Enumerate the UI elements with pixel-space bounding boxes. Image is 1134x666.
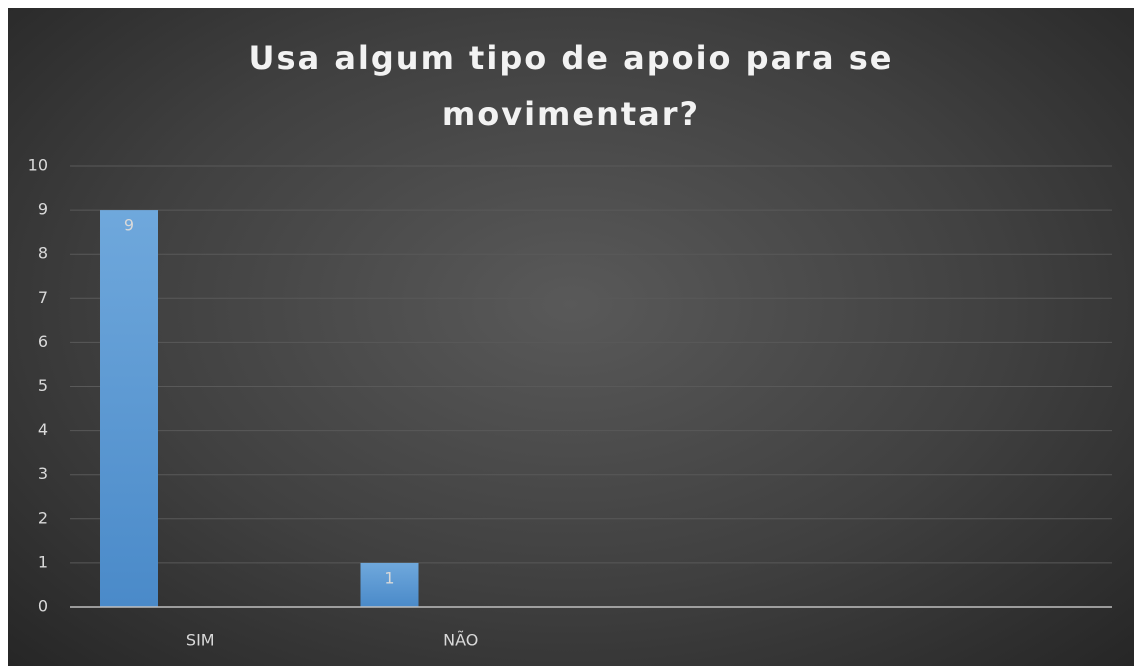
y-tick-label: 3 bbox=[38, 464, 48, 483]
y-tick-label: 4 bbox=[38, 420, 48, 439]
data-label: 1 bbox=[384, 568, 394, 587]
y-tick-label: 5 bbox=[38, 376, 48, 395]
x-tick-label: NÃO bbox=[443, 631, 478, 650]
y-tick-label: 7 bbox=[38, 288, 48, 307]
data-label: 9 bbox=[124, 216, 134, 235]
y-tick-label: 9 bbox=[38, 200, 48, 219]
y-tick-label: 2 bbox=[38, 508, 48, 527]
y-tick-label: 8 bbox=[38, 244, 48, 263]
y-tick-label: 6 bbox=[38, 332, 48, 351]
y-tick-label: 0 bbox=[38, 597, 48, 616]
chart-area: Usa algum tipo de apoio para se moviment… bbox=[8, 8, 1134, 666]
bar bbox=[100, 210, 158, 607]
bar bbox=[360, 562, 419, 607]
x-tick-label: SIM bbox=[186, 631, 215, 650]
chart-title: Usa algum tipo de apoio para se moviment… bbox=[248, 39, 894, 133]
y-tick-label: 10 bbox=[28, 156, 48, 175]
chart: 0 1 2 3 4 5 6 7 8 9 10 SIM 9 NÃO 1 bbox=[28, 156, 1112, 650]
y-tick-label: 1 bbox=[38, 552, 48, 571]
